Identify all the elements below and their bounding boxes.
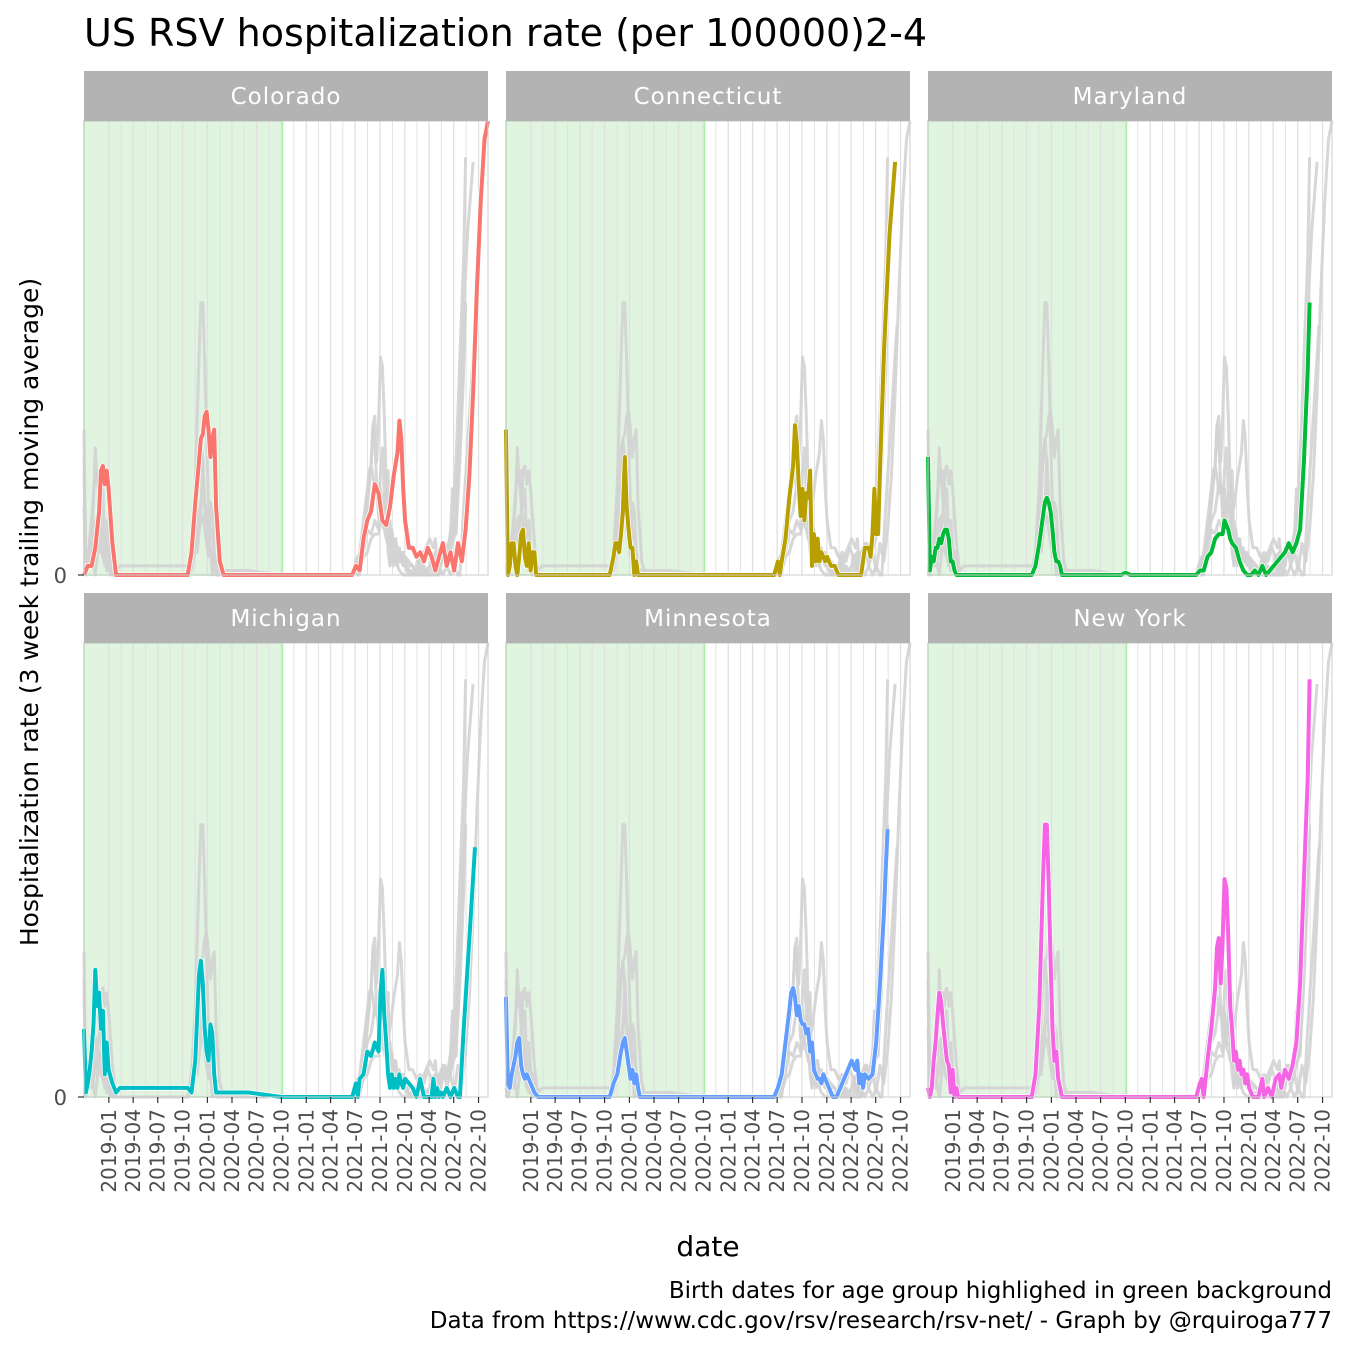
x-tick-label: 2022-07 xyxy=(1286,1109,1310,1193)
x-tick-label: 2019-04 xyxy=(965,1109,989,1193)
x-tick-label: 2022-07 xyxy=(442,1109,466,1193)
birth-date-highlight xyxy=(505,642,706,1098)
facet-strip-label: Colorado xyxy=(231,84,342,110)
x-tick-label: 2022-10 xyxy=(467,1109,491,1193)
panel-colorado: Colorado 0 xyxy=(54,71,491,588)
facet-strip-label: Minnesota xyxy=(644,606,772,632)
facet-strip xyxy=(928,593,1332,643)
x-tick-label: 2019-10 xyxy=(1015,1109,1039,1193)
x-tick-label: 2022-04 xyxy=(839,1109,863,1193)
x-tick-label: 2021-01 xyxy=(716,1109,740,1193)
facet-strip-label: Michigan xyxy=(230,606,341,632)
facet-strip xyxy=(84,593,488,643)
x-tick-label: 2022-04 xyxy=(1261,1109,1285,1193)
series-line-minnesota xyxy=(504,829,890,1099)
series-line-connecticut xyxy=(504,161,898,577)
series-line-other-new-york xyxy=(82,157,468,577)
facet-strip-label: Connecticut xyxy=(634,84,783,110)
x-tick-label: 2022-10 xyxy=(1311,1109,1335,1193)
x-tick-label: 2020-01 xyxy=(1039,1109,1063,1193)
facet-strip-label: Maryland xyxy=(1073,84,1188,110)
x-tick-label: 2021-10 xyxy=(368,1109,392,1193)
x-tick-label: 2021-10 xyxy=(790,1109,814,1193)
x-tick-label: 2022-04 xyxy=(417,1109,441,1193)
birth-date-highlight xyxy=(505,120,706,576)
birth-date-highlight xyxy=(83,120,284,576)
panel-maryland: Maryland xyxy=(925,71,1334,578)
facet-strip xyxy=(84,71,488,121)
x-tick-label: 2019-07 xyxy=(568,1109,592,1193)
x-tick-label: 2022-01 xyxy=(393,1109,417,1193)
x-tick-label: 2020-04 xyxy=(642,1109,666,1193)
x-tick-label: 2019-07 xyxy=(146,1109,170,1193)
series-line-michigan xyxy=(82,847,477,1099)
x-tick-label: 2021-07 xyxy=(1187,1109,1211,1193)
facet-strip xyxy=(506,71,910,121)
x-tick-label: 2019-04 xyxy=(121,1109,145,1193)
birth-date-highlight xyxy=(83,642,284,1098)
series-line-new-york xyxy=(926,679,1312,1099)
x-tick-label: 2021-04 xyxy=(741,1109,765,1193)
x-tick-label: 2020-10 xyxy=(1113,1109,1137,1193)
x-tick-label: 2020-07 xyxy=(1089,1109,1113,1193)
x-tick-label: 2020-07 xyxy=(245,1109,269,1193)
facet-strip xyxy=(506,593,910,643)
x-tick-label: 2019-01 xyxy=(519,1109,543,1193)
caption-line-2: Data from https://www.cdc.gov/rsv/resear… xyxy=(430,1308,1332,1334)
x-tick-label: 2019-04 xyxy=(543,1109,567,1193)
x-tick-label: 2022-10 xyxy=(889,1109,913,1193)
x-tick-label: 2020-10 xyxy=(269,1109,293,1193)
x-tick-label: 2021-10 xyxy=(1212,1109,1236,1193)
panels-layer: Colorado 0 Connecticut Maryland Michigan 0 201… xyxy=(54,71,1335,1193)
x-tick-label: 2019-07 xyxy=(990,1109,1014,1193)
x-tick-label: 2019-10 xyxy=(171,1109,195,1193)
x-axis-label: date xyxy=(676,1230,739,1263)
x-tick-label: 2020-07 xyxy=(667,1109,691,1193)
x-tick-label: 2021-07 xyxy=(343,1109,367,1193)
birth-date-highlight xyxy=(927,120,1128,576)
y-axis-label: Hospitalization rate (3 week trailing mo… xyxy=(15,278,44,946)
x-tick-label: 2021-04 xyxy=(319,1109,343,1193)
x-tick-label: 2021-07 xyxy=(765,1109,789,1193)
x-tick-label: 2022-01 xyxy=(815,1109,839,1193)
x-tick-label: 2022-07 xyxy=(864,1109,888,1193)
x-tick-label: 2021-01 xyxy=(294,1109,318,1193)
x-tick-label: 2019-01 xyxy=(97,1109,121,1193)
panel-connecticut: Connecticut xyxy=(503,71,912,578)
caption-line-1: Birth dates for age group highlighed in … xyxy=(669,1278,1332,1304)
x-tick-label: 2020-10 xyxy=(691,1109,715,1193)
birth-date-highlight xyxy=(927,642,1128,1098)
x-tick-label: 2019-10 xyxy=(593,1109,617,1193)
chart-title: US RSV hospitalization rate (per 100000)… xyxy=(84,11,927,55)
facet-strip-label: New York xyxy=(1073,606,1186,632)
y-tick-label: 0 xyxy=(54,564,67,588)
x-tick-label: 2020-04 xyxy=(220,1109,244,1193)
x-tick-label: 2021-04 xyxy=(1163,1109,1187,1193)
x-tick-label: 2020-01 xyxy=(617,1109,641,1193)
x-tick-label: 2019-01 xyxy=(941,1109,965,1193)
y-tick-label: 0 xyxy=(54,1086,67,1110)
x-tick-label: 2020-01 xyxy=(195,1109,219,1193)
facet-strip xyxy=(928,71,1332,121)
x-tick-label: 2020-04 xyxy=(1064,1109,1088,1193)
x-tick-label: 2021-01 xyxy=(1138,1109,1162,1193)
x-tick-label: 2022-01 xyxy=(1237,1109,1261,1193)
